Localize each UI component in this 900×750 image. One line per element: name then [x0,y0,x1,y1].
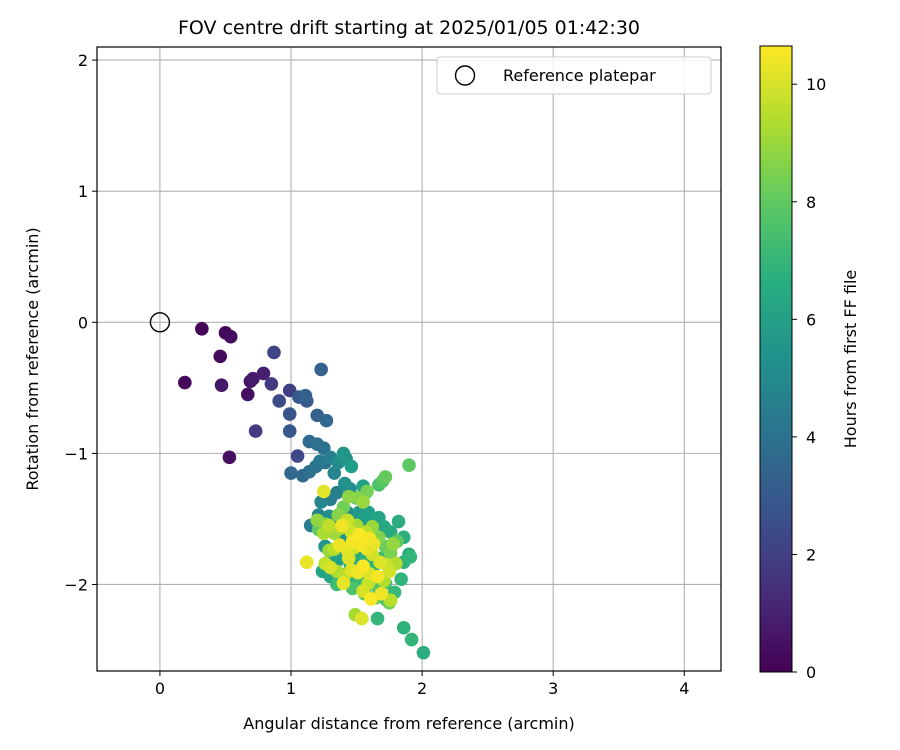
scatter-point [332,538,347,552]
legend-box [436,56,712,95]
scatter-point [394,572,408,587]
scatter-point [298,388,313,403]
scatter-point [313,454,327,469]
scatter-point [402,458,416,472]
legend-reference-marker [454,65,476,86]
x-tick-label: 1 [286,679,296,698]
scatter-point [373,555,387,569]
legend-label-reference-platepar: Reference platepar [503,66,656,85]
colorbar-tick-label: 2 [806,545,816,564]
scatter-point [290,449,305,463]
chart-title: FOV centre drift starting at 2025/01/05 … [178,17,640,39]
scatter-point [361,505,376,520]
scatter-point [336,576,351,590]
colorbar [759,45,793,673]
scatter-point [264,377,279,391]
scatter-point [344,459,359,474]
colorbar-tick-label: 8 [806,193,816,212]
legend: Reference platepar [436,56,712,95]
x-tick-label: 3 [548,679,558,698]
scatter-point [240,387,255,402]
scatter-point [222,450,237,465]
scatter-point [282,407,297,421]
x-tick-label: 2 [417,679,427,698]
scatter-points [178,322,431,660]
reference-platepar-marker [149,312,171,333]
colorbar-tick-label: 6 [806,310,816,329]
scatter-point [319,413,334,428]
scatter-point [356,495,370,509]
scatter-point [310,513,325,528]
y-tick-label: −1 [64,444,88,463]
scatter-point [213,349,228,364]
scatter-point [374,586,389,601]
scatter-point [314,495,328,509]
scatter-point [335,518,349,533]
scatter-point [370,611,385,626]
scatter-point [284,466,298,480]
colorbar-tick-label: 10 [806,75,826,94]
y-tick-label: 1 [78,182,88,201]
scatter-point [178,375,192,390]
y-axis-label: Rotation from reference (arcmin) [23,227,42,490]
colorbar-tick-label: 4 [806,428,816,447]
scatter-point [364,592,378,606]
scatter-point [403,550,418,564]
scatter-point [327,466,342,480]
scatter-point [195,322,209,336]
scatter-point [370,569,385,584]
scatter-point [378,470,393,484]
scatter-point [396,620,411,635]
scatter-point [356,559,370,573]
scatter-point [362,531,377,546]
plot-area [96,46,722,672]
scatter-point [322,518,336,533]
y-tick-label: 0 [78,313,88,332]
scatter-point [391,514,406,529]
x-axis-ticks: 0 1 2 3 4 [155,671,689,698]
scatter-point [267,345,281,360]
y-axis-ticks: −2 −1 0 1 2 [64,51,97,594]
scatter-point [404,632,419,647]
scatter-point [246,371,260,386]
gridlines [97,47,721,671]
y-tick-label: 2 [78,51,88,70]
scatter-point [416,645,431,660]
colorbar-ticks: 0 2 4 6 8 10 [792,75,826,682]
scatter-point [214,378,229,393]
scatter-point [352,527,366,542]
x-axis-label: Angular distance from reference (arcmin) [243,714,574,733]
scatter-point [314,362,328,377]
scatter-point [248,424,263,438]
scatter-point [272,394,287,408]
scatter-point [323,560,338,575]
colorbar-label: Hours from first FF file [841,270,860,449]
x-tick-label: 0 [155,679,165,698]
scatter-point [382,564,397,579]
scatter-point [299,555,314,569]
y-tick-label: −2 [64,575,88,594]
scatter-point [337,476,352,491]
scatter-point [330,485,344,500]
x-tick-label: 4 [679,679,689,698]
scatter-point [282,424,297,438]
scatter-point [256,366,271,381]
scatter-point [336,446,351,461]
scatter-point [386,537,401,551]
colorbar-tick-label: 0 [806,663,816,682]
scatter-point [341,489,356,504]
scatter-point [355,611,369,626]
scatter-point [223,329,238,344]
scatter-point [316,484,331,499]
